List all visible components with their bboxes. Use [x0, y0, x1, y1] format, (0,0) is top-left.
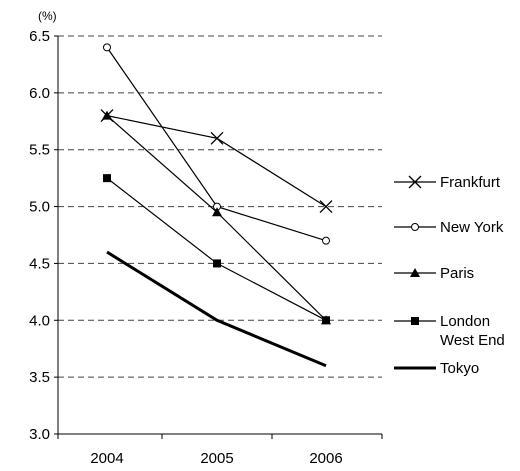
- y-tick-label: 5.0: [29, 199, 50, 216]
- series-london-west-end: [103, 174, 330, 325]
- series-new-york: [103, 43, 330, 245]
- point-frankfurt-2005: [210, 131, 224, 145]
- legend-item-new-york: New York: [394, 219, 504, 236]
- y-tick-label: 3.0: [29, 426, 50, 443]
- point-paris-2004: [102, 110, 112, 120]
- series-frankfurt: [100, 109, 333, 214]
- series-line-tokyo: [106, 250, 327, 368]
- y-tick-label: 4.5: [29, 255, 50, 272]
- legend-label-line: London: [440, 313, 490, 330]
- y-axis-ticks: 3.0 3.5 4.0 4.5 5.0 5.5 6.0 6.5: [29, 28, 58, 443]
- legend-filled-square-icon: [411, 317, 419, 325]
- y-tick-label: 6.5: [29, 28, 50, 45]
- legend-label-line: West End: [440, 332, 505, 349]
- point-paris-2005: [212, 207, 222, 217]
- legend-item-paris: Paris: [394, 265, 474, 282]
- legend-item-tokyo: Tokyo: [394, 360, 479, 377]
- legend-label-new-york: New York: [440, 219, 504, 236]
- series-tokyo: [106, 250, 327, 368]
- point-new-york-2006: [322, 236, 330, 245]
- series-paris: [102, 110, 331, 325]
- point-london-west-end-2005: [213, 259, 221, 268]
- x-axis-ticks: 2004 2005 2006: [57, 434, 383, 467]
- legend-filled-triangle-icon: [410, 268, 420, 277]
- series-line-paris: [106, 115, 327, 321]
- axes: [57, 36, 382, 435]
- legend-open-circle-icon: [411, 223, 419, 231]
- legend-item-london-west-end: London West End: [394, 313, 505, 349]
- series-line-frankfurt: [106, 115, 327, 208]
- point-frankfurt-2006: [319, 200, 333, 214]
- point-london-west-end-2004: [103, 174, 111, 183]
- legend-label-london-west-end: London West End: [440, 313, 505, 349]
- series-line-london-west-end: [106, 177, 327, 321]
- y-axis-unit-label: (%): [38, 9, 57, 23]
- legend-label-frankfurt: Frankfurt: [440, 174, 501, 191]
- legend-label-paris: Paris: [440, 265, 474, 282]
- point-london-west-end-2006: [322, 316, 330, 325]
- legend-label-tokyo: Tokyo: [440, 360, 479, 377]
- legend-item-frankfurt: Frankfurt: [394, 174, 501, 191]
- y-tick-label: 3.5: [29, 369, 50, 386]
- legend-x-icon: [408, 175, 422, 189]
- y-tick-label: 4.0: [29, 312, 50, 329]
- y-tick-label: 5.5: [29, 142, 50, 159]
- x-tick-label: 2005: [200, 450, 233, 467]
- x-tick-label: 2006: [309, 450, 342, 467]
- series-group: [100, 43, 333, 368]
- point-new-york-2004: [103, 43, 111, 52]
- y-tick-label: 6.0: [29, 85, 50, 102]
- legend: Frankfurt New York Paris London West End Toky…: [394, 174, 505, 377]
- x-tick-label: 2004: [90, 450, 123, 467]
